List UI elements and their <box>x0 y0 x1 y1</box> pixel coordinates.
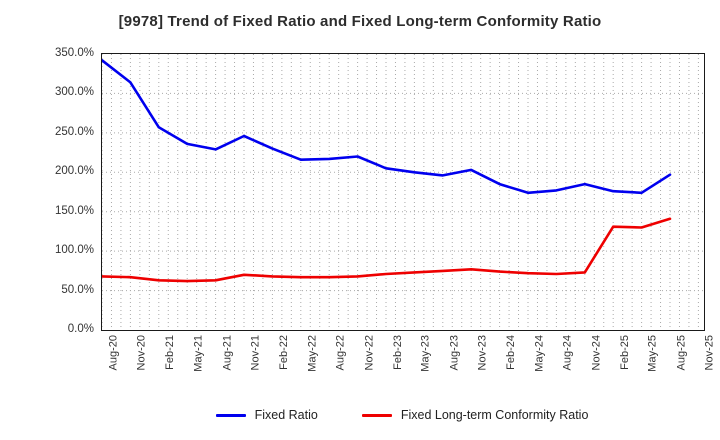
y-axis-tick-label: 250.0% <box>54 125 94 138</box>
y-axis-tick-label: 150.0% <box>54 204 94 217</box>
conformity-ratio-line-sample-icon <box>361 413 392 417</box>
x-axis-tick-label: May-21 <box>192 335 205 372</box>
x-axis-tick-label: Aug-24 <box>561 335 574 371</box>
x-axis-tick-label: May-23 <box>419 335 432 372</box>
fixed-ratio-line-sample-icon <box>215 413 246 417</box>
x-axis-tick-label: Aug-20 <box>107 335 120 371</box>
x-axis-tick-label: Feb-25 <box>618 335 631 370</box>
plot-svg <box>102 54 704 330</box>
x-axis-tick-label: Nov-20 <box>135 335 148 371</box>
x-axis-tick-label: May-24 <box>533 335 546 372</box>
x-axis-tick-label: Aug-22 <box>334 335 347 371</box>
y-axis-tick-label: 100.0% <box>54 244 94 257</box>
y-axis-tick-label: 300.0% <box>54 86 94 99</box>
x-axis-tick-label: Feb-21 <box>164 335 177 370</box>
x-axis-tick-label: Feb-22 <box>277 335 290 370</box>
x-axis-tick-label: May-25 <box>647 335 660 372</box>
x-axis-tick-label: Nov-22 <box>363 335 376 371</box>
x-axis-tick-label: Nov-23 <box>476 335 489 371</box>
x-axis-tick-label: May-22 <box>306 335 319 372</box>
y-axis-tick-label: 0.0% <box>67 323 94 335</box>
x-axis-tick-label: Aug-21 <box>221 335 234 371</box>
chart-title: [9978] Trend of Fixed Ratio and Fixed Lo… <box>118 13 602 30</box>
x-axis-tick-label: Nov-24 <box>590 335 603 371</box>
legend-item-fixed-ratio: Fixed Ratio <box>215 408 318 422</box>
x-axis-tick-label: Aug-25 <box>675 335 688 371</box>
x-axis-tick-label: Feb-23 <box>391 335 404 370</box>
x-axis-tick-label: Nov-25 <box>703 335 716 371</box>
x-axis-tick-label: Nov-21 <box>249 335 262 371</box>
plot-area <box>101 53 705 331</box>
legend: Fixed Ratio Fixed Long-term Conformity R… <box>101 404 703 426</box>
x-axis-tick-label: Feb-24 <box>505 335 518 370</box>
x-axis-tick-label: Aug-23 <box>448 335 461 371</box>
legend-label-fixed-ratio: Fixed Ratio <box>254 408 318 422</box>
legend-label-conformity-ratio: Fixed Long-term Conformity Ratio <box>400 408 589 422</box>
y-axis-tick-label: 350.0% <box>54 47 94 59</box>
y-axis-tick-label: 50.0% <box>61 283 94 296</box>
y-axis-tick-label: 200.0% <box>54 165 94 178</box>
legend-item-conformity-ratio: Fixed Long-term Conformity Ratio <box>361 408 589 422</box>
